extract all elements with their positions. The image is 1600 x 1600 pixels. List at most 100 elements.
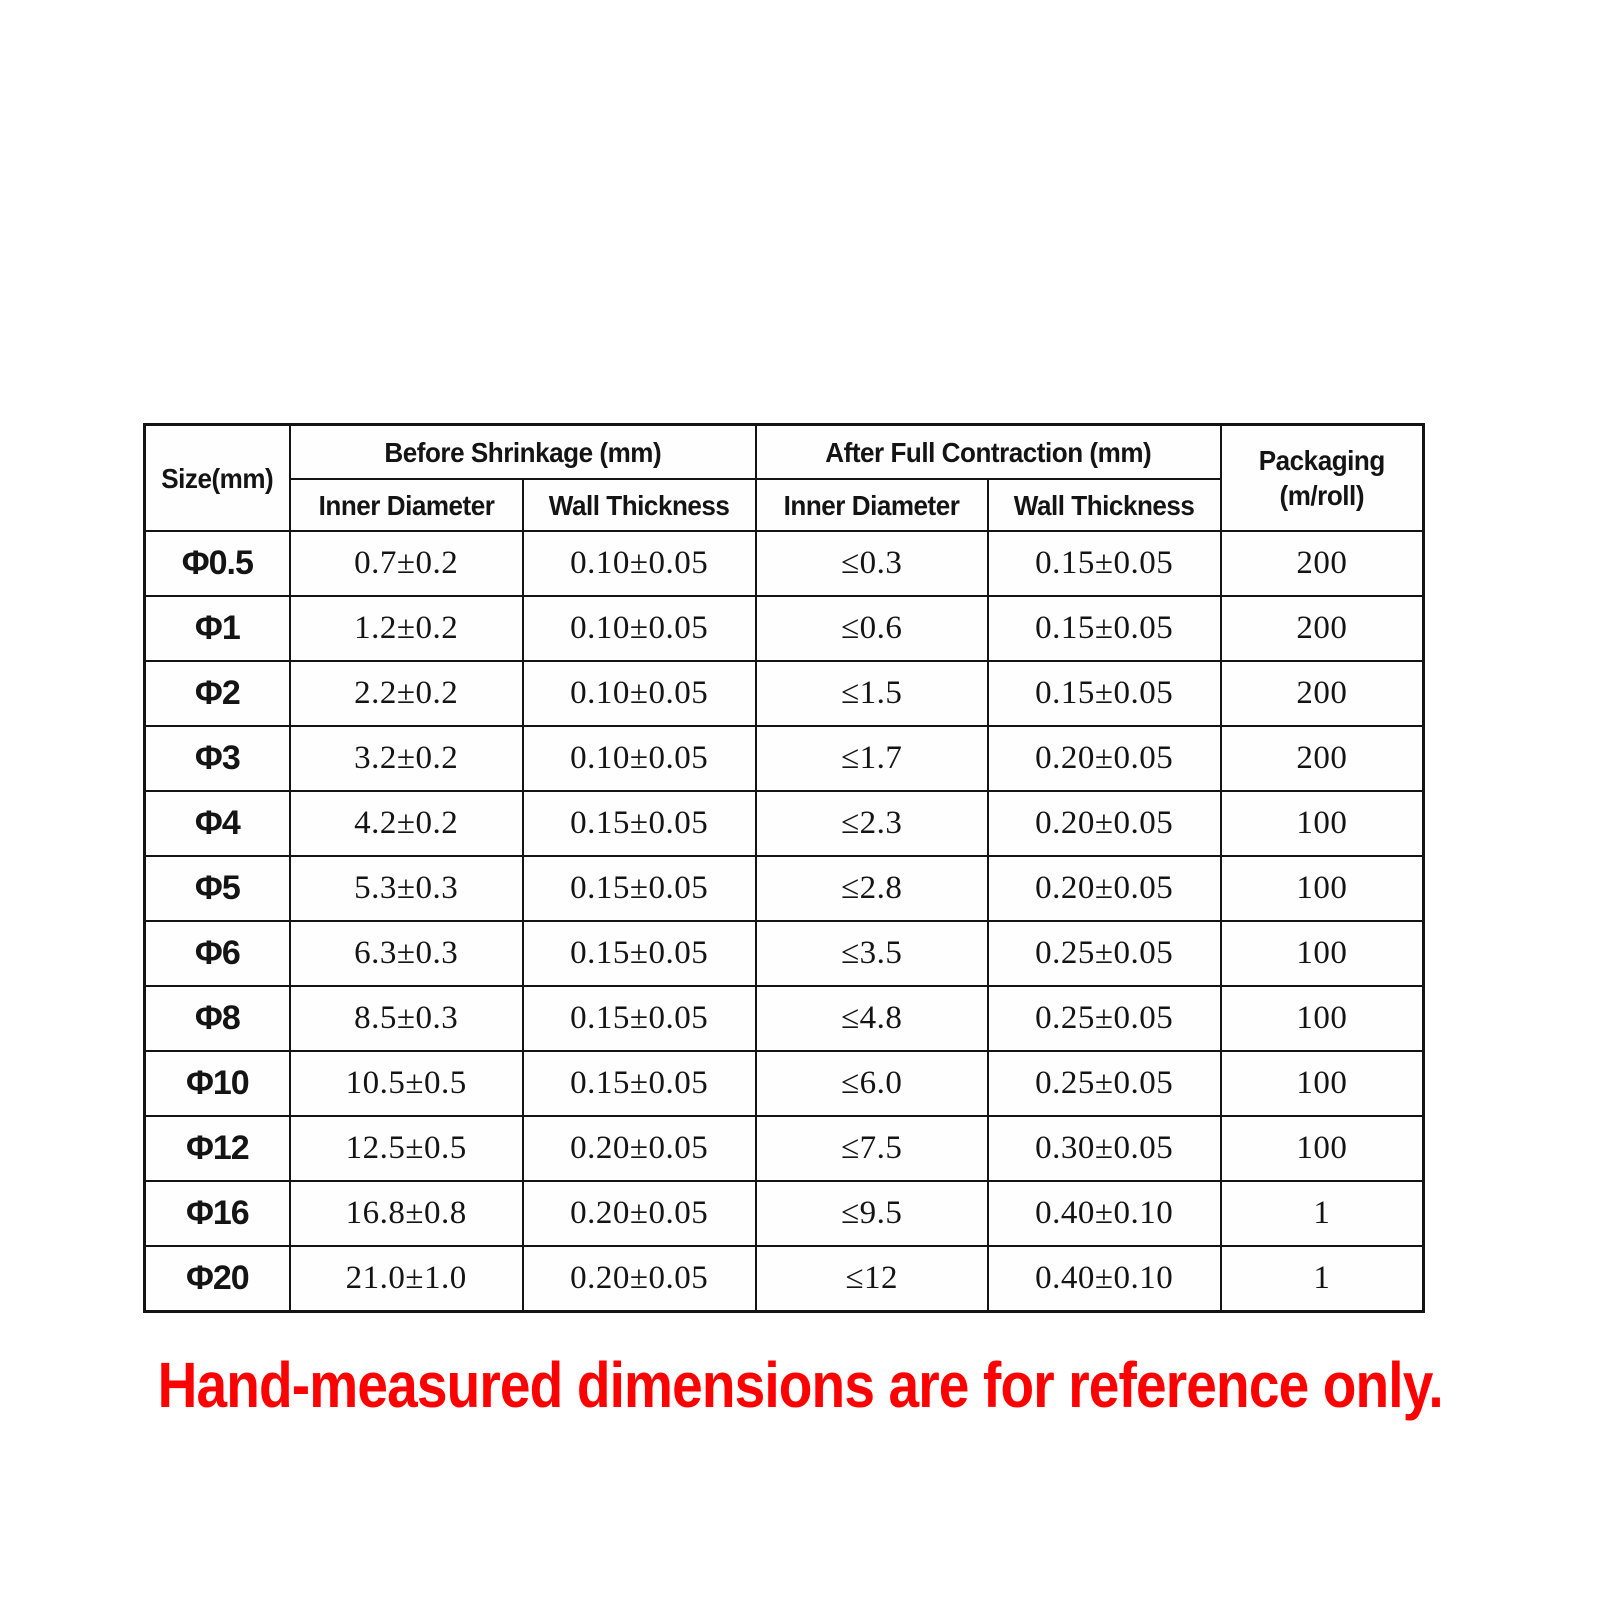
wall-thickness-after-cell: 0.20±0.05 — [986, 790, 1222, 857]
wall-thickness-after-cell: 0.40±0.10 — [986, 1245, 1222, 1313]
size-cell: Φ12 — [143, 1115, 291, 1182]
col-header-size-label: Size(mm) — [161, 462, 274, 494]
inner-diameter-after-cell: ≤0.3 — [754, 530, 989, 597]
size-cell: Φ6 — [143, 920, 291, 987]
wall-thickness-before-cell: 0.15±0.05 — [521, 790, 757, 857]
inner-diameter-before-cell: 21.0±1.0 — [288, 1245, 524, 1313]
table-row: Φ2 2.2±0.2 0.10±0.05 ≤1.5 0.15±0.05 200 — [143, 660, 1425, 727]
wall-thickness-after-cell: 0.20±0.05 — [986, 725, 1222, 792]
inner-diameter-before-cell: 1.2±0.2 — [288, 595, 524, 662]
packaging-cell: 200 — [1219, 595, 1425, 662]
inner-diameter-before-cell: 12.5±0.5 — [288, 1115, 524, 1182]
packaging-cell: 1 — [1219, 1245, 1425, 1313]
table-row: Φ16 16.8±0.8 0.20±0.05 ≤9.5 0.40±0.10 1 — [143, 1180, 1425, 1247]
packaging-cell: 200 — [1219, 660, 1425, 727]
wall-thickness-before-cell: 0.10±0.05 — [521, 725, 757, 792]
inner-diameter-before-cell: 10.5±0.5 — [288, 1050, 524, 1117]
wall-thickness-before-cell: 0.20±0.05 — [521, 1115, 757, 1182]
packaging-cell: 100 — [1219, 1050, 1425, 1117]
col-header-packaging-label: Packaging (m/roll) — [1258, 443, 1386, 513]
packaging-cell: 100 — [1219, 1115, 1425, 1182]
size-cell: Φ1 — [143, 595, 291, 662]
inner-diameter-before-cell: 5.3±0.3 — [288, 855, 524, 922]
packaging-cell: 1 — [1219, 1180, 1425, 1247]
col-header-after-contraction-label: After Full Contraction (mm) — [825, 436, 1152, 468]
table-row: Φ0.5 0.7±0.2 0.10±0.05 ≤0.3 0.15±0.05 200 — [143, 530, 1425, 597]
wall-thickness-after-cell: 0.15±0.05 — [986, 660, 1222, 727]
wall-thickness-before-cell: 0.15±0.05 — [521, 855, 757, 922]
packaging-cell: 100 — [1219, 920, 1425, 987]
wall-thickness-before-cell: 0.15±0.05 — [521, 985, 757, 1052]
col-header-wall-thickness-before: Wall Thickness — [521, 478, 757, 532]
inner-diameter-before-cell: 2.2±0.2 — [288, 660, 524, 727]
heat-shrink-spec-table: Size(mm) Before Shrinkage (mm) After Ful… — [143, 423, 1425, 1313]
wall-thickness-after-label: Wall Thickness — [1013, 489, 1195, 521]
reference-note-text: Hand-measured dimensions are for referen… — [157, 1349, 1443, 1421]
header-row-subcolumns: Inner Diameter Wall Thickness Inner Diam… — [145, 478, 1424, 532]
table-row: Φ1 1.2±0.2 0.10±0.05 ≤0.6 0.15±0.05 200 — [143, 595, 1425, 662]
size-cell: Φ4 — [143, 790, 291, 857]
packaging-cell: 100 — [1219, 790, 1425, 857]
wall-thickness-after-cell: 0.40±0.10 — [986, 1180, 1222, 1247]
size-cell: Φ3 — [143, 725, 291, 792]
col-header-wall-thickness-after: Wall Thickness — [986, 478, 1222, 532]
col-header-packaging: Packaging (m/roll) — [1219, 423, 1425, 532]
packaging-label-line2: (m/roll) — [1279, 480, 1365, 511]
inner-diameter-before-cell: 6.3±0.3 — [288, 920, 524, 987]
inner-diameter-before-cell: 16.8±0.8 — [288, 1180, 524, 1247]
inner-diameter-after-cell: ≤3.5 — [754, 920, 989, 987]
table-row: Φ8 8.5±0.3 0.15±0.05 ≤4.8 0.25±0.05 100 — [143, 985, 1425, 1052]
size-cell: Φ20 — [143, 1245, 291, 1313]
reference-note: Hand-measured dimensions are for referen… — [0, 1348, 1600, 1422]
table-row: Φ5 5.3±0.3 0.15±0.05 ≤2.8 0.20±0.05 100 — [143, 855, 1425, 922]
col-header-before-shrinkage-label: Before Shrinkage (mm) — [384, 436, 662, 468]
col-header-before-shrinkage: Before Shrinkage (mm) — [288, 423, 757, 480]
inner-diameter-before-cell: 3.2±0.2 — [288, 725, 524, 792]
table-row: Φ20 21.0±1.0 0.20±0.05 ≤12 0.40±0.10 1 — [143, 1245, 1425, 1313]
wall-thickness-after-cell: 0.20±0.05 — [986, 855, 1222, 922]
inner-diameter-before-cell: 8.5±0.3 — [288, 985, 524, 1052]
wall-thickness-after-cell: 0.15±0.05 — [986, 530, 1222, 597]
inner-diameter-after-cell: ≤2.3 — [754, 790, 989, 857]
packaging-cell: 100 — [1219, 985, 1425, 1052]
size-cell: Φ0.5 — [143, 530, 291, 597]
wall-thickness-before-cell: 0.15±0.05 — [521, 1050, 757, 1117]
wall-thickness-before-cell: 0.10±0.05 — [521, 660, 757, 727]
table-row: Φ10 10.5±0.5 0.15±0.05 ≤6.0 0.25±0.05 100 — [143, 1050, 1425, 1117]
packaging-cell: 100 — [1219, 855, 1425, 922]
inner-diameter-before-cell: 4.2±0.2 — [288, 790, 524, 857]
inner-diameter-after-cell: ≤4.8 — [754, 985, 989, 1052]
size-cell: Φ5 — [143, 855, 291, 922]
inner-diameter-after-cell: ≤1.7 — [754, 725, 989, 792]
size-cell: Φ2 — [143, 660, 291, 727]
table-row: Φ6 6.3±0.3 0.15±0.05 ≤3.5 0.25±0.05 100 — [143, 920, 1425, 987]
wall-thickness-before-label: Wall Thickness — [548, 489, 730, 521]
size-cell: Φ10 — [143, 1050, 291, 1117]
wall-thickness-before-cell: 0.15±0.05 — [521, 920, 757, 987]
header-row-groups: Size(mm) Before Shrinkage (mm) After Ful… — [143, 423, 1425, 532]
wall-thickness-after-cell: 0.25±0.05 — [986, 1050, 1222, 1117]
inner-diameter-before-label: Inner Diameter — [318, 489, 495, 521]
wall-thickness-after-cell: 0.30±0.05 — [986, 1115, 1222, 1182]
inner-diameter-after-cell: ≤2.8 — [754, 855, 989, 922]
packaging-label-line1: Packaging — [1258, 445, 1386, 476]
wall-thickness-before-cell: 0.10±0.05 — [521, 595, 757, 662]
col-header-after-contraction: After Full Contraction (mm) — [754, 423, 1222, 480]
wall-thickness-before-cell: 0.20±0.05 — [521, 1245, 757, 1313]
table-body: Φ0.5 0.7±0.2 0.10±0.05 ≤0.3 0.15±0.05 200 Φ1 1.… — [143, 530, 1425, 1313]
table-row: Φ12 12.5±0.5 0.20±0.05 ≤7.5 0.30±0.05 100 — [143, 1115, 1425, 1182]
col-header-inner-diameter-after: Inner Diameter — [754, 478, 989, 532]
wall-thickness-after-cell: 0.25±0.05 — [986, 920, 1222, 987]
wall-thickness-after-cell: 0.25±0.05 — [986, 985, 1222, 1052]
inner-diameter-after-cell: ≤9.5 — [754, 1180, 989, 1247]
inner-diameter-after-cell: ≤12 — [754, 1245, 989, 1313]
packaging-cell: 200 — [1219, 530, 1425, 597]
packaging-cell: 200 — [1219, 725, 1425, 792]
col-header-size: Size(mm) — [143, 423, 291, 532]
col-header-inner-diameter-before: Inner Diameter — [288, 478, 524, 532]
inner-diameter-after-cell: ≤6.0 — [754, 1050, 989, 1117]
inner-diameter-after-cell: ≤7.5 — [754, 1115, 989, 1182]
wall-thickness-before-cell: 0.10±0.05 — [521, 530, 757, 597]
table-row: Φ4 4.2±0.2 0.15±0.05 ≤2.3 0.20±0.05 100 — [143, 790, 1425, 857]
